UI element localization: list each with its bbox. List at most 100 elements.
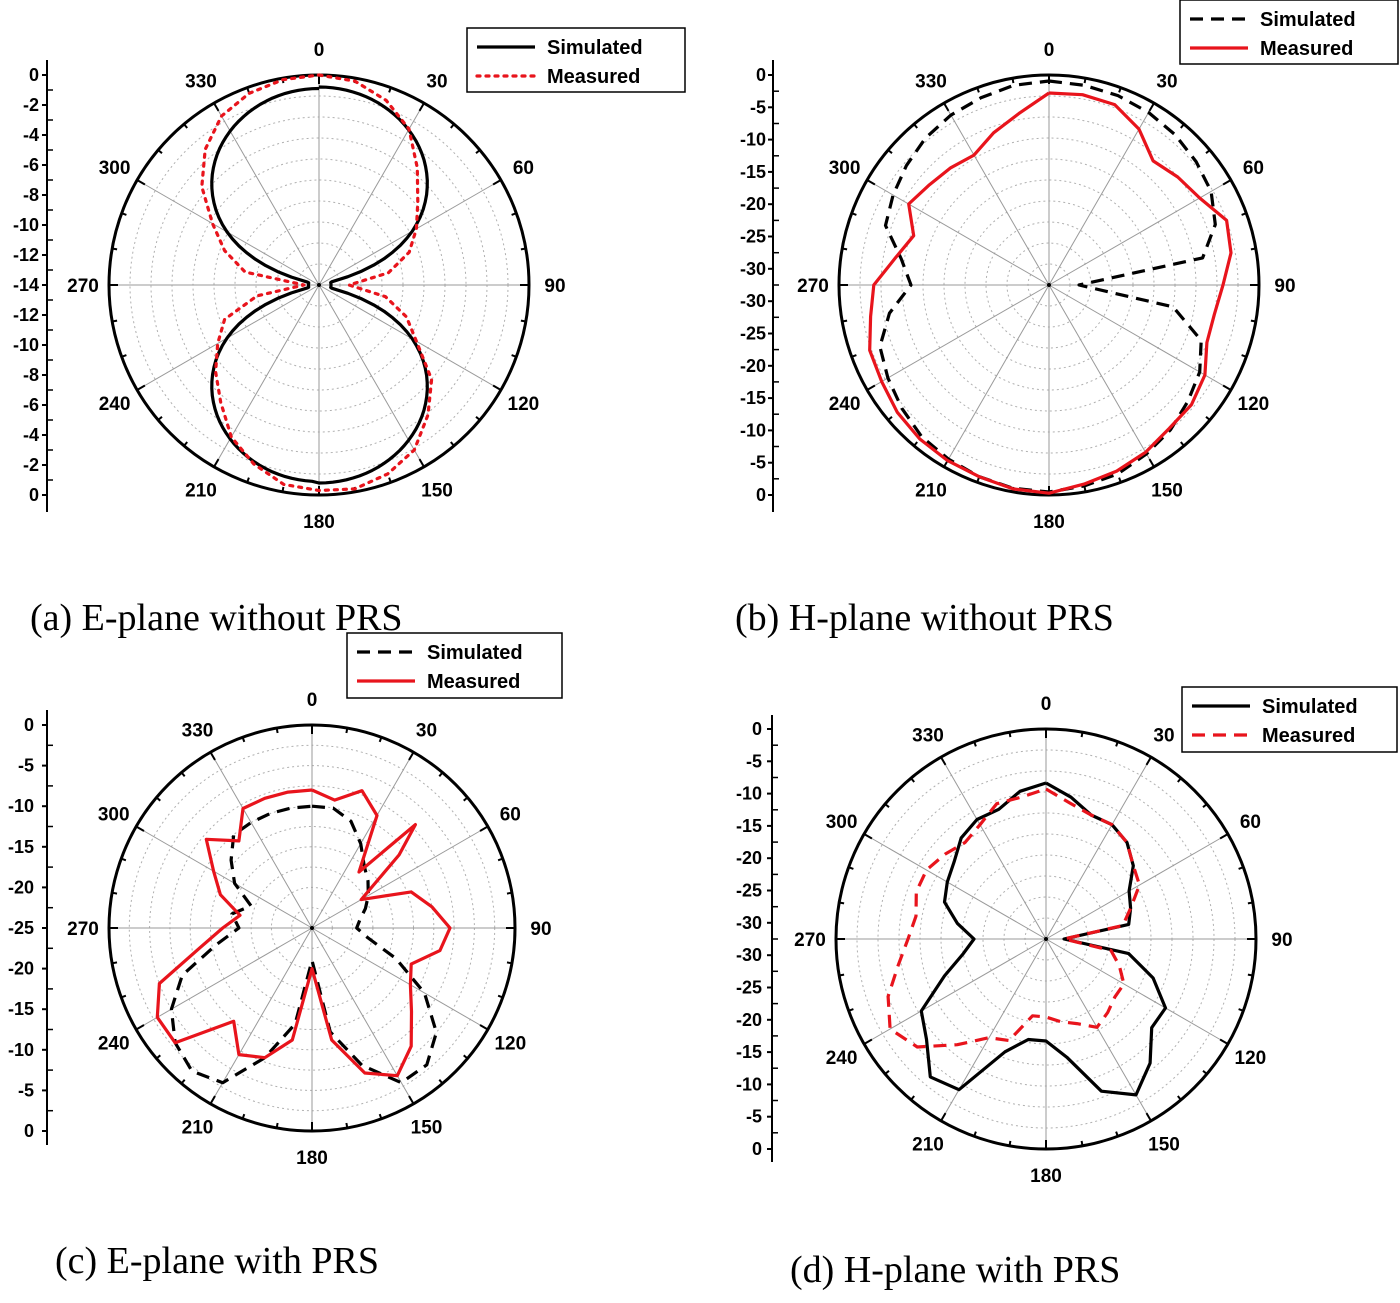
polar-outer-circle — [107, 723, 517, 1133]
grid-spoke — [866, 284, 1050, 391]
grid-spoke — [318, 284, 425, 468]
angle-tick-label: 270 — [67, 919, 99, 940]
radial-tick-label: -12 — [13, 245, 39, 265]
legend-label: Measured — [1262, 725, 1355, 747]
radial-tick-label: -20 — [740, 194, 766, 214]
legend-label: Measured — [547, 66, 640, 88]
angle-tick-label: 60 — [513, 158, 534, 179]
grid-spoke — [1045, 938, 1229, 1045]
angle-minor-tick — [418, 102, 425, 112]
legend-box — [1181, 686, 1398, 753]
grid-spoke — [863, 833, 1047, 940]
angle-tick-label: 60 — [1243, 158, 1264, 179]
polar-outer-circle — [834, 727, 1258, 1151]
grid-spoke — [1048, 284, 1155, 468]
grid-spoke — [1048, 179, 1232, 286]
grid-spoke — [940, 756, 1047, 940]
angle-tick-label: 120 — [508, 394, 540, 415]
radial-tick-label: -30 — [740, 259, 766, 279]
angle-tick-label: 270 — [794, 930, 826, 951]
radial-tick-label: -10 — [8, 1040, 34, 1060]
grid-spoke — [311, 826, 489, 929]
grid-spoke — [863, 938, 1047, 1045]
angle-tick-label: 120 — [1238, 394, 1270, 415]
polar-center-dot — [1044, 937, 1048, 941]
radial-tick-label: 0 — [756, 65, 766, 85]
angle-minor-tick — [408, 751, 415, 761]
angle-tick-label: 60 — [1240, 812, 1261, 833]
radial-tick-label: -25 — [736, 978, 762, 998]
angle-tick-label: 30 — [1153, 726, 1174, 747]
angle-minor-tick — [213, 102, 220, 112]
angle-tick-label: 300 — [826, 812, 858, 833]
radial-tick-label: -10 — [740, 130, 766, 150]
chart-panel-a: 0 30 60 90 120 150 180 210 240 270 300 330 0 -2 -4 -6 -8… — [13, 27, 686, 639]
radial-tick-label: -4 — [23, 425, 39, 445]
angle-tick-label: 120 — [1235, 1048, 1267, 1069]
angle-tick-label: 180 — [303, 512, 335, 533]
angle-tick-label: 300 — [829, 158, 861, 179]
polar-center-dot — [1047, 283, 1051, 287]
series-line-measured — [200, 73, 434, 493]
angle-tick-label: 90 — [1274, 276, 1295, 297]
angle-minor-tick — [213, 458, 220, 468]
angle-minor-tick — [1219, 1038, 1229, 1045]
angle-tick-label: 300 — [99, 158, 131, 179]
grid-spoke — [311, 927, 414, 1105]
radial-tick-label: -5 — [750, 97, 766, 117]
series-line-measured — [868, 91, 1233, 495]
angle-minor-tick — [136, 384, 146, 391]
panel-caption: (b) H-plane without PRS — [735, 597, 1114, 639]
chart-panel-c: 0 30 60 90 120 150 180 210 240 270 300 330 0 -5 -10 -15… — [8, 632, 563, 1282]
angle-minor-tick — [135, 1024, 145, 1031]
angle-minor-tick — [863, 1038, 873, 1045]
angle-tick-label: 60 — [500, 805, 521, 826]
series-line-measured — [155, 788, 452, 1078]
radial-tick-label: -30 — [740, 291, 766, 311]
radial-tick-label: -10 — [740, 420, 766, 440]
angle-tick-label: 30 — [416, 721, 437, 742]
radial-tick-label: -30 — [736, 945, 762, 965]
grid-spoke — [943, 102, 1050, 286]
legend-label: Simulated — [547, 37, 643, 59]
radial-tick-label: -25 — [8, 918, 34, 938]
angle-tick-label: 30 — [1156, 72, 1177, 93]
angle-tick-label: 180 — [1030, 1166, 1062, 1187]
grid-spoke — [1045, 833, 1229, 940]
angle-minor-tick — [943, 102, 950, 112]
radial-tick-label: -8 — [23, 185, 39, 205]
radial-tick-label: -15 — [736, 816, 762, 836]
polar-center-dot — [310, 926, 314, 930]
angle-minor-tick — [418, 458, 425, 468]
grid-spoke — [866, 179, 1050, 286]
angle-tick-label: 270 — [67, 276, 99, 297]
radial-tick-label: -20 — [8, 877, 34, 897]
radial-tick-label: -10 — [8, 796, 34, 816]
angle-tick-label: 210 — [915, 480, 947, 501]
angle-tick-label: 240 — [98, 1034, 130, 1055]
angle-minor-tick — [866, 179, 876, 186]
radial-tick-label: -10 — [13, 215, 39, 235]
angle-tick-label: 120 — [494, 1034, 526, 1055]
legend-box — [346, 632, 563, 699]
angle-minor-tick — [479, 825, 489, 832]
angle-minor-tick — [940, 756, 947, 766]
angle-tick-label: 150 — [411, 1117, 443, 1138]
grid-spoke — [135, 927, 313, 1030]
radial-tick-label: -15 — [740, 162, 766, 182]
grid-spoke — [311, 927, 489, 1030]
angle-minor-tick — [135, 825, 145, 832]
grid-spoke — [311, 751, 414, 929]
angle-minor-tick — [408, 1095, 415, 1105]
angle-tick-label: 270 — [797, 276, 829, 297]
legend-box — [466, 27, 686, 93]
radial-tick-label: -5 — [746, 751, 762, 771]
radial-tick-label: -30 — [736, 913, 762, 933]
legend: Simulated Measured — [466, 27, 686, 93]
angle-tick-label: 240 — [829, 394, 861, 415]
legend: Simulated Measured — [1181, 686, 1398, 753]
grid-spoke — [940, 938, 1047, 1122]
angle-minor-tick — [1145, 1112, 1152, 1122]
radial-tick-label: -5 — [18, 1080, 34, 1100]
series-line-simulated — [210, 85, 429, 485]
